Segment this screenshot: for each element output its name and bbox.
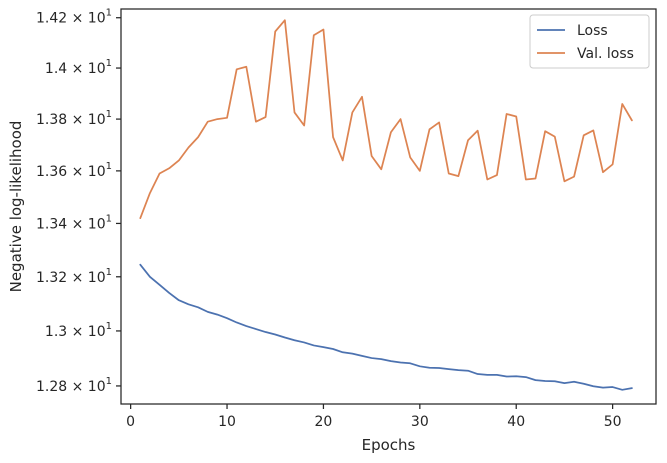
x-tick-label: 0: [126, 414, 135, 430]
legend-label-val-loss: Val. loss: [577, 46, 634, 62]
legend-label-loss: Loss: [577, 23, 608, 39]
y-tick-label: 1.42 × 101: [36, 8, 112, 27]
y-axis: 1.28 × 101 1.3 × 101 1.32 × 101 1.34 × 101 1…: [36, 8, 121, 395]
x-tick-label: 40: [507, 414, 525, 430]
plot-frame: [120, 8, 657, 405]
x-axis-label: Epochs: [362, 436, 416, 454]
y-tick-label: 1.28 × 101: [36, 376, 112, 395]
series-layer: [139, 19, 633, 391]
x-tick-label: 30: [411, 414, 429, 430]
series-line-val-loss: [139, 19, 633, 220]
legend: Loss Val. loss: [529, 14, 650, 69]
y-tick-label: 1.32 × 101: [36, 267, 112, 286]
x-axis: 0 10 20 30 40 50: [126, 404, 622, 430]
y-tick-label: 1.3 × 101: [45, 321, 112, 340]
y-tick-label: 1.36 × 101: [36, 161, 112, 180]
x-tick-label: 50: [604, 414, 622, 430]
y-tick-label: 1.34 × 101: [36, 213, 112, 232]
x-tick-label: 20: [315, 414, 333, 430]
legend-box: [529, 14, 650, 69]
y-axis-label: Negative log-likelihood: [7, 121, 25, 293]
y-tick-label: 1.38 × 101: [36, 109, 112, 128]
series-line-loss: [139, 263, 633, 391]
x-tick-label: 10: [218, 414, 236, 430]
y-tick-label: 1.4 × 101: [45, 58, 112, 77]
